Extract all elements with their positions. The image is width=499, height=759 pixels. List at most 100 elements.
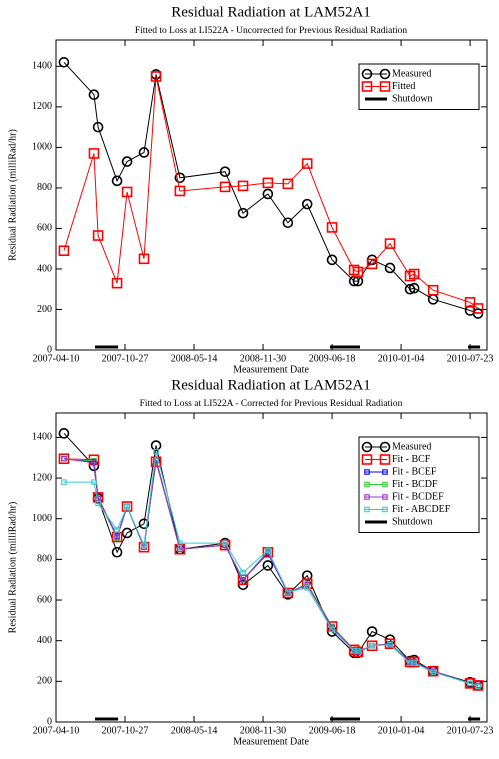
marker [326, 254, 338, 266]
x-tick-label: 2009-06-18 [309, 725, 356, 736]
marker [58, 428, 70, 439]
x-tick-label: 2010-01-04 [378, 353, 425, 364]
series-line [63, 458, 479, 686]
marker [369, 643, 375, 649]
legend-marker [379, 81, 391, 92]
marker [121, 156, 133, 167]
marker [219, 166, 231, 177]
marker [384, 238, 396, 249]
chart-title: Residual Radiation at LAM52A1 [171, 4, 371, 20]
marker [351, 648, 357, 654]
legend-marker [364, 469, 370, 475]
marker [111, 277, 123, 289]
marker [138, 518, 150, 530]
legend-label: Fit - BCEF [392, 466, 437, 477]
x-tick-label: 2008-05-14 [171, 353, 218, 364]
legend-marker [382, 469, 388, 475]
marker [427, 665, 439, 677]
x-tick-label: 2010-01-04 [378, 725, 425, 736]
marker [472, 680, 484, 691]
legend-marker [364, 506, 370, 513]
legend-marker [361, 68, 373, 80]
marker [301, 158, 313, 169]
marker [174, 185, 186, 197]
marker [92, 121, 104, 133]
legend-marker [382, 481, 388, 488]
marker [467, 680, 473, 687]
legend-label: Measured [392, 68, 431, 79]
legend-marker [382, 494, 388, 500]
marker [304, 582, 310, 588]
legend-label: Shutdown [392, 93, 433, 104]
marker [237, 207, 249, 219]
y-tick-label: 1200 [32, 101, 52, 112]
marker [121, 527, 133, 539]
x-tick-label: 2007-10-27 [102, 353, 149, 364]
y-tick-label: 200 [37, 304, 52, 315]
marker [262, 560, 274, 571]
marker [387, 641, 393, 648]
x-axis-label: Measurement Date [233, 364, 309, 375]
marker [61, 479, 67, 485]
legend-label: Fit - BCDF [392, 479, 438, 490]
x-axis-label: Measurement Date [233, 736, 309, 747]
marker [95, 500, 101, 507]
y-tick-label: 200 [37, 676, 52, 687]
y-tick-label: 600 [37, 594, 52, 605]
marker [124, 503, 130, 510]
legend-marker [364, 481, 370, 488]
x-tick-label: 2008-05-14 [171, 725, 218, 736]
marker [408, 268, 420, 280]
marker [111, 546, 123, 558]
x-tick-label: 2007-10-27 [102, 725, 149, 736]
marker [329, 626, 335, 633]
y-tick-label: 1000 [32, 142, 52, 153]
marker [282, 178, 294, 190]
x-tick-label: 2007-04-10 [33, 725, 80, 736]
marker [95, 495, 101, 502]
marker [121, 186, 133, 198]
marker [366, 626, 378, 637]
series-line [63, 76, 479, 309]
marker [138, 253, 150, 265]
marker [138, 147, 150, 158]
x-tick-label: 2010-07-23 [447, 353, 494, 364]
marker [472, 303, 484, 314]
x-tick-label: 2009-06-18 [309, 353, 356, 364]
y-tick-label: 800 [37, 554, 52, 565]
y-tick-label: 400 [37, 263, 52, 274]
marker [177, 546, 183, 552]
marker [150, 440, 162, 451]
legend-marker [364, 494, 370, 500]
marker [150, 71, 162, 82]
marker [88, 148, 100, 159]
marker [282, 217, 294, 229]
marker [219, 181, 231, 193]
legend-label: Fitted [392, 81, 415, 92]
y-tick-label: 0 [47, 344, 52, 355]
marker [430, 669, 436, 675]
marker [58, 56, 70, 68]
y-tick-label: 400 [37, 635, 52, 646]
marker [237, 180, 249, 192]
plot-frame [55, 39, 488, 351]
marker [114, 534, 120, 540]
legend-marker [361, 441, 373, 453]
marker [177, 540, 183, 546]
marker [326, 621, 338, 632]
marker [304, 585, 310, 591]
chart-subtitle: Fitted to Loss at LI522A - Corrected for… [140, 398, 403, 409]
marker [475, 683, 481, 690]
chart-subtitle: Fitted to Loss at LI522A - Uncorrected f… [135, 25, 408, 36]
marker [265, 547, 271, 553]
y-tick-label: 1200 [32, 472, 52, 483]
marker [427, 284, 439, 296]
legend-label: Shutdown [392, 516, 433, 527]
x-tick-label: 2008-11-30 [240, 725, 286, 736]
legend-label: Measured [392, 441, 431, 452]
marker [240, 569, 246, 576]
x-tick-label: 2010-07-23 [447, 725, 494, 736]
legend-label: Fit - BCF [392, 454, 431, 465]
